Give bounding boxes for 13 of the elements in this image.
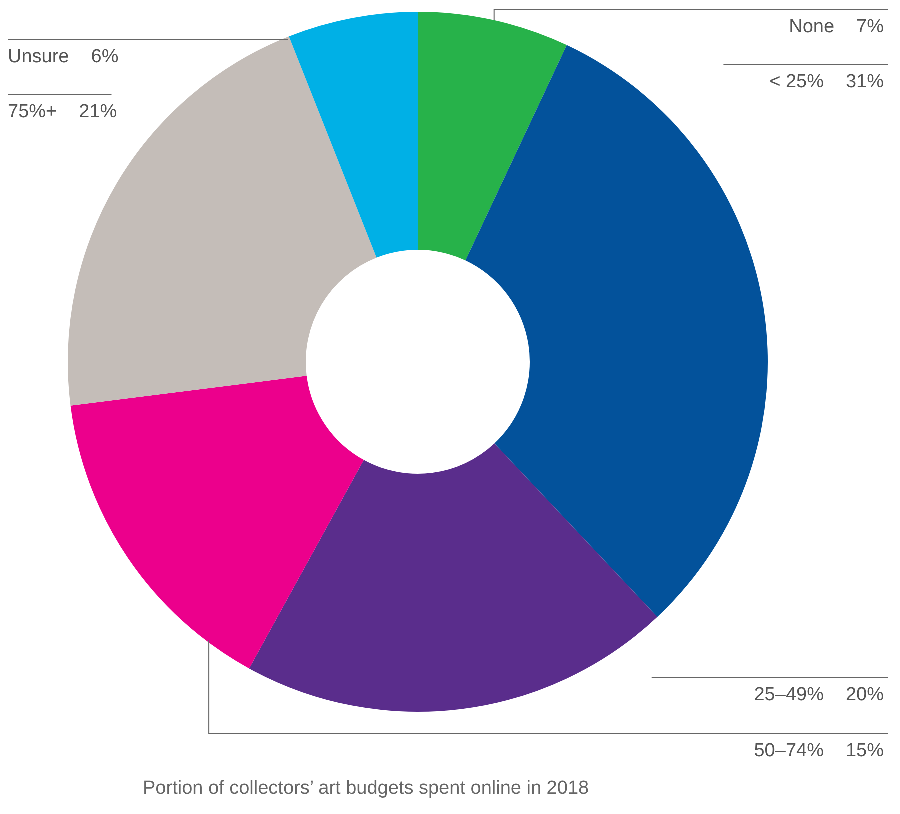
data-label: 31% xyxy=(846,72,884,93)
slice-label: < 25% xyxy=(770,72,824,93)
slice-label: 75%+ xyxy=(8,102,58,123)
slice-label: None xyxy=(789,16,835,38)
slice-label: 25–49% xyxy=(754,684,824,706)
text: Portion of collectors’ art budgets spent online in 2018 xyxy=(143,778,590,800)
data-label: 21% xyxy=(79,102,118,123)
data-label: 20% xyxy=(846,684,884,706)
data-label: 6% xyxy=(91,46,119,68)
data-label: 7% xyxy=(856,16,884,38)
slice-label: 50–74% xyxy=(754,740,824,762)
data-label: 15% xyxy=(846,740,884,762)
slice-label: Unsure xyxy=(8,46,70,68)
